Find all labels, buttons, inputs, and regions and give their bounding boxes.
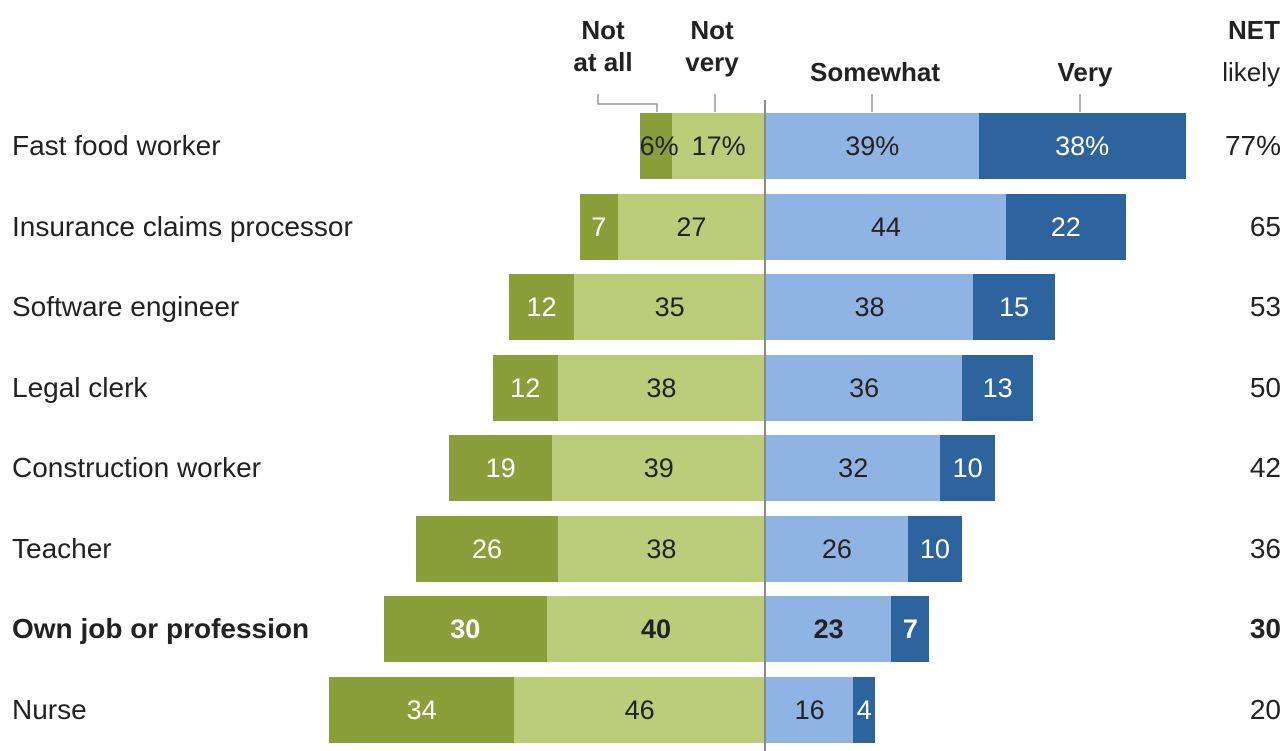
- bar-very-nurse-label: 4: [856, 694, 872, 725]
- bar-very-fast-food-worker: [978, 113, 1186, 179]
- bar-not-at-all-insurance-claims-processor: [579, 193, 618, 260]
- bar-somewhat-software-engineer-label: 38: [854, 292, 885, 322]
- bar-not-very-fast-food-worker-label: 17%: [691, 131, 746, 161]
- header-very: Very: [1057, 57, 1113, 87]
- net-likely-construction-worker: 42: [1249, 452, 1281, 483]
- center-axis-line: [764, 100, 766, 751]
- bar-very-teacher-label: 10: [919, 533, 950, 564]
- net-likely-teacher: 36: [1249, 532, 1281, 564]
- bar-very-insurance-claims-processor: [1005, 193, 1126, 260]
- bar-very-own-job-or-profession-label: 7: [902, 614, 918, 644]
- bar-not-very-own-job-or-profession: [547, 596, 765, 662]
- bar-very-construction-worker: [940, 435, 995, 501]
- bar-not-at-all-own-job-or-profession-label: 30: [450, 614, 481, 644]
- category-label-fast-food-worker: Fast food worker: [12, 130, 221, 161]
- category-label-construction-worker: Construction worker: [12, 452, 261, 483]
- bar-very-software-engineer-label: 15: [998, 292, 1029, 322]
- net-likely-own-job-or-profession: 30: [1249, 613, 1281, 644]
- bar-not-very-construction-worker-label: 39: [643, 453, 674, 483]
- bar-very-teacher: [907, 515, 963, 582]
- bar-not-very-legal-clerk-label: 38: [646, 372, 677, 403]
- net-likely-legal-clerk: 50: [1249, 371, 1281, 403]
- bar-not-very-teacher-label: 38: [646, 533, 677, 564]
- bar-not-at-all-teacher-label: 26: [472, 533, 503, 564]
- bar-somewhat-own-job-or-profession-label: 23: [813, 614, 844, 644]
- bar-not-at-all-software-engineer-label: 12: [526, 292, 557, 322]
- net-likely-insurance-claims-processor: 65: [1249, 210, 1281, 242]
- category-label-software-engineer: Software engineer: [12, 291, 240, 322]
- bar-not-very-teacher: [557, 515, 765, 582]
- bar-very-legal-clerk-label: 13: [982, 372, 1013, 403]
- bar-somewhat-insurance-claims-processor: [766, 193, 1006, 260]
- bar-not-very-nurse-label: 46: [624, 694, 655, 725]
- bar-not-at-all-fast-food-worker: [639, 113, 673, 179]
- bar-not-at-all-nurse: [329, 676, 515, 743]
- bar-not-at-all-legal-clerk-label: 12: [510, 372, 541, 403]
- bar-somewhat-construction-worker-label: 32: [838, 453, 869, 483]
- bar-not-at-all-nurse-label: 34: [406, 694, 437, 725]
- bar-not-very-legal-clerk: [557, 354, 765, 421]
- header-not-at-all-line1: Not: [581, 15, 625, 45]
- header-net: NET: [1228, 15, 1280, 45]
- bar-not-at-all-software-engineer: [508, 274, 575, 340]
- category-label-legal-clerk: Legal clerk: [12, 371, 148, 403]
- category-label-insurance-claims-processor: Insurance claims processor: [12, 210, 353, 242]
- bar-somewhat-construction-worker: [766, 435, 941, 501]
- bar-not-very-software-engineer: [574, 274, 765, 340]
- bar-not-very-construction-worker: [552, 435, 765, 501]
- header-not-very: Not very: [672, 14, 752, 78]
- header-somewhat: Somewhat: [809, 57, 941, 87]
- bar-somewhat-own-job-or-profession: [766, 596, 892, 662]
- bar-somewhat-legal-clerk-label: 36: [849, 372, 880, 403]
- header-net-likely: likely: [1222, 57, 1280, 87]
- bar-not-very-nurse: [514, 676, 765, 743]
- bar-not-at-all-fast-food-worker-label: 6%: [639, 131, 679, 161]
- bar-very-insurance-claims-processor-label: 22: [1050, 211, 1081, 242]
- bar-not-very-insurance-claims-processor: [617, 193, 765, 260]
- bar-very-software-engineer: [973, 274, 1055, 340]
- bar-somewhat-fast-food-worker-label: 39%: [845, 131, 900, 161]
- bar-somewhat-teacher: [766, 515, 908, 582]
- category-label-nurse: Nurse: [12, 693, 87, 725]
- bar-not-very-software-engineer-label: 35: [654, 292, 685, 322]
- net-likely-fast-food-worker: 77%: [1224, 130, 1281, 161]
- leader-not-at-all: [597, 94, 658, 112]
- header-not-at-all: Not at all: [558, 14, 648, 78]
- bar-somewhat-software-engineer: [766, 274, 974, 340]
- bar-not-at-all-own-job-or-profession: [383, 596, 547, 662]
- category-label-teacher: Teacher: [12, 532, 112, 564]
- bar-very-legal-clerk: [962, 354, 1034, 421]
- bar-not-very-insurance-claims-processor-label: 27: [676, 211, 707, 242]
- header-not-very-line1: Not: [690, 15, 734, 45]
- bar-not-at-all-legal-clerk: [492, 354, 558, 421]
- bar-somewhat-fast-food-worker: [766, 113, 979, 179]
- bar-not-very-own-job-or-profession-label: 40: [640, 614, 672, 644]
- header-not-very-line2: very: [685, 47, 739, 77]
- header-not-at-all-line2: at all: [573, 47, 633, 77]
- bar-not-at-all-construction-worker: [448, 435, 553, 501]
- bar-somewhat-legal-clerk: [766, 354, 963, 421]
- bar-somewhat-nurse-label: 16: [794, 694, 825, 725]
- bar-not-very-fast-food-worker: [672, 113, 765, 179]
- bar-very-own-job-or-profession: [891, 596, 930, 662]
- bar-very-construction-worker-label: 10: [952, 453, 983, 483]
- category-label-own-job-or-profession: Own job or profession: [12, 613, 310, 644]
- net-likely-software-engineer: 53: [1249, 291, 1281, 322]
- bar-not-at-all-teacher: [416, 515, 558, 582]
- bar-somewhat-insurance-claims-processor-label: 44: [870, 211, 901, 242]
- bar-very-nurse: [853, 676, 875, 743]
- bar-somewhat-teacher-label: 26: [821, 533, 852, 564]
- bar-very-fast-food-worker-label: 38%: [1055, 131, 1110, 161]
- net-likely-nurse: 20: [1249, 693, 1281, 725]
- bar-somewhat-nurse: [766, 676, 854, 743]
- bar-not-at-all-construction-worker-label: 19: [485, 453, 516, 483]
- bar-not-at-all-insurance-claims-processor-label: 7: [591, 211, 607, 242]
